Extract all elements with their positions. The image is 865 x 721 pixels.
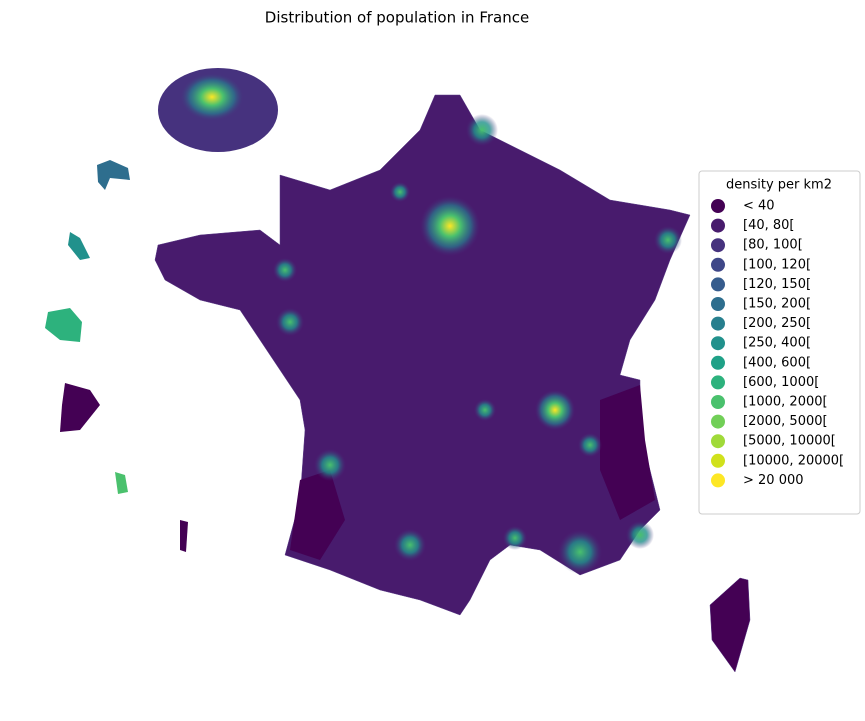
legend-label: [600, 1000[ bbox=[743, 375, 819, 390]
legend-title: density per km2 bbox=[726, 178, 832, 193]
legend-swatch bbox=[711, 297, 725, 311]
legend-box bbox=[698, 170, 861, 515]
reunion bbox=[45, 308, 82, 342]
legend-label: [150, 200[ bbox=[743, 297, 811, 312]
toulouse bbox=[394, 529, 426, 561]
legend-label: [200, 250[ bbox=[743, 316, 811, 331]
legend-label: [120, 150[ bbox=[743, 277, 811, 292]
mainland-france bbox=[154, 94, 691, 616]
legend-swatch bbox=[711, 355, 725, 370]
montpellier bbox=[503, 526, 527, 550]
strasbourg bbox=[654, 226, 682, 254]
legend-label: [5000, 10000[ bbox=[743, 434, 836, 449]
paris bbox=[420, 196, 480, 256]
legend-label: < 40 bbox=[743, 199, 775, 214]
lyon bbox=[535, 390, 575, 430]
clermont bbox=[474, 399, 496, 421]
legend-swatch bbox=[711, 257, 725, 272]
legend-swatch bbox=[711, 414, 725, 429]
landes-forest bbox=[290, 470, 345, 560]
legend-swatch bbox=[711, 473, 725, 488]
legend: density per km2 < 40 [40, 80[ [80, 100[ [10… bbox=[698, 170, 861, 515]
guyane bbox=[60, 383, 100, 432]
legend-label: [10000, 20000[ bbox=[743, 453, 844, 468]
saint-pierre bbox=[180, 520, 188, 552]
lille bbox=[466, 114, 498, 146]
rennes bbox=[273, 258, 297, 282]
legend-label: [100, 120[ bbox=[743, 257, 811, 272]
guadeloupe bbox=[97, 160, 130, 190]
legend-swatch bbox=[711, 395, 725, 409]
alps bbox=[600, 385, 655, 520]
legend-label: [80, 100[ bbox=[743, 238, 803, 253]
mayotte bbox=[115, 472, 128, 494]
legend-swatch bbox=[711, 316, 725, 331]
legend-swatch bbox=[711, 453, 725, 468]
legend-swatch bbox=[711, 199, 725, 213]
legend-label: [2000, 5000[ bbox=[743, 414, 828, 429]
rouen bbox=[390, 182, 410, 202]
legend-swatch bbox=[711, 238, 725, 253]
legend-label: [1000, 2000[ bbox=[743, 395, 828, 410]
nice bbox=[626, 521, 654, 549]
legend-label: [250, 400[ bbox=[743, 336, 811, 351]
grenoble bbox=[578, 433, 602, 457]
regions bbox=[45, 68, 751, 673]
marseille bbox=[558, 530, 602, 574]
nantes bbox=[276, 308, 304, 336]
map-title: Distribution of population in France bbox=[265, 9, 529, 27]
legend-swatch bbox=[711, 375, 725, 390]
bordeaux bbox=[314, 449, 346, 481]
legend-swatch bbox=[711, 434, 725, 449]
legend-swatch bbox=[711, 218, 725, 233]
ile-de-france-core bbox=[180, 73, 244, 121]
legend-swatch bbox=[711, 336, 725, 351]
corsica bbox=[709, 577, 751, 673]
legend-label: [400, 600[ bbox=[743, 355, 811, 370]
legend-swatch bbox=[711, 277, 725, 292]
legend-label: > 20 000 bbox=[743, 473, 804, 488]
urban-areas bbox=[273, 114, 682, 574]
legend-label: [40, 80[ bbox=[743, 218, 795, 233]
martinique bbox=[68, 232, 90, 260]
